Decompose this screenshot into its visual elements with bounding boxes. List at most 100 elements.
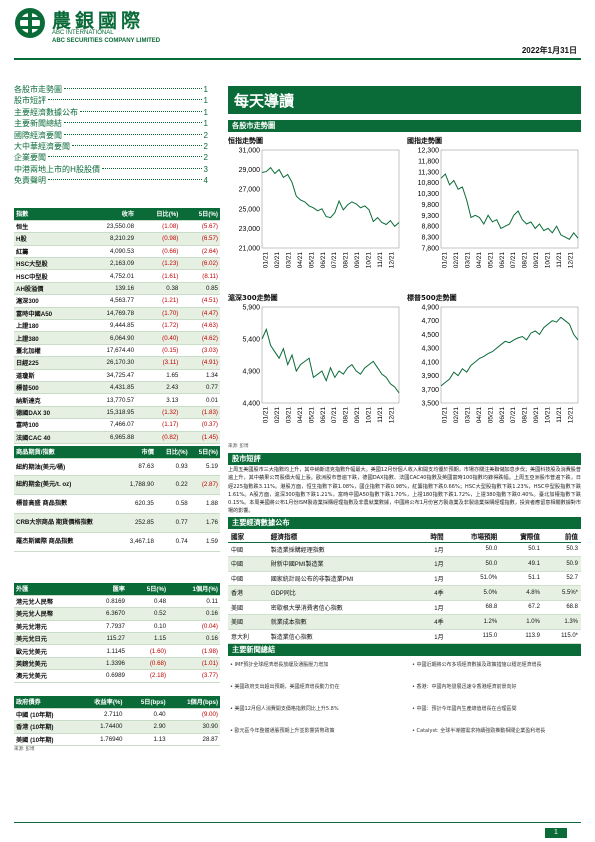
toc-item-label: 主要經濟數據公布 — [14, 107, 78, 117]
table-cell: (9.00) — [167, 708, 220, 722]
x-tick-label: 02/21 — [453, 407, 460, 424]
indices-table-wrap: 指數 收市 日比(%) 5日(%) 恒生 23,550.08 (1.08) (5.67) H股 8… — [14, 208, 220, 444]
x-tick-label: 05/21 — [308, 407, 315, 424]
news-item[interactable]: • IMF預計全球經濟增長放緩及通脹壓力增加 — [230, 662, 329, 668]
econ-cell: 1.3% — [542, 614, 581, 630]
news-section-header: 主要新聞總結 — [228, 644, 581, 656]
toc-leader — [64, 133, 202, 135]
table-cell: 美元兌日元 — [14, 632, 87, 646]
x-tick-label: 05/21 — [308, 252, 315, 269]
table-cell: 香港 (10年期) — [14, 720, 77, 734]
toc-item[interactable]: 股市短評 1 — [14, 95, 208, 106]
news-item[interactable]: • 香港：中國內地發展迅速令香港經濟前景向好 — [412, 684, 517, 690]
table-cell: 3.13 — [136, 393, 181, 407]
y-tick-label: 9,800 — [421, 202, 439, 209]
econ-row: 中國 製造業採購經理指數 1月 50.0 50.1 50.3 — [228, 542, 581, 557]
bonds-source: 來源: 彭博 — [14, 746, 35, 752]
table-header-cell: 5日(%) — [126, 583, 169, 596]
table-cell: (1.23) — [136, 257, 181, 271]
table-row: CRB大宗商品 期貨價格指數 252.85 0.77 1.76 — [14, 513, 220, 533]
table-cell: 4,431.85 — [82, 381, 137, 395]
table-cell: 0.16 — [168, 607, 220, 621]
x-tick-label: 11/21 — [377, 252, 384, 268]
table-cell: (3.03) — [180, 344, 220, 358]
table-cell: 0.58 — [155, 494, 190, 514]
econ-header-cell: 國家 — [228, 530, 268, 543]
news-item[interactable]: • 歐元區今年整體通脹預期上升並影響貨幣政策 — [230, 728, 335, 734]
y-tick-label: 4,100 — [421, 359, 439, 366]
toc-item[interactable]: 主要經濟數據公布 1 — [14, 107, 208, 118]
toc-item[interactable]: 免責聲明 4 — [14, 175, 208, 186]
econ-cell: 美國 — [228, 600, 268, 615]
x-tick-label: 12/21 — [388, 252, 395, 269]
news-item[interactable]: • 中國：預計今年國內生產總值增長在合理區間 — [412, 706, 517, 712]
econ-cell: 密歇根大學消費者信心指數 — [267, 600, 415, 615]
table-cell: 0.74 — [155, 532, 190, 552]
table-cell: 紐約期金(美元/t. oz) — [14, 475, 120, 495]
table-cell: 1.74400 — [76, 720, 125, 734]
fx-table-wrap: 外匯 匯率 5日(%) 1個月(%) 港元兌人民幣 0.8169 0.48 0.11 美元兌人民… — [14, 583, 220, 683]
table-row: 滬深300 4,563.77 (1.21) (4.51) — [14, 294, 220, 308]
x-tick-label: 08/21 — [343, 252, 350, 269]
table-cell: 28.87 — [167, 733, 220, 747]
toc-item[interactable]: 企業要聞 2 — [14, 152, 208, 163]
table-header-cell: 市價 — [119, 446, 156, 459]
y-tick-label: 10,300 — [418, 191, 440, 198]
toc-item[interactable]: 大中華經濟要聞 2 — [14, 141, 208, 152]
toc-item[interactable]: 中港兩地上市的H股股價 3 — [14, 164, 208, 175]
y-tick-label: 11,300 — [418, 169, 439, 176]
econ-header-cell: 時間 — [414, 530, 447, 543]
table-cell: 紐約期油(美元/桶) — [14, 458, 120, 476]
news-item[interactable]: • 中國近期將公布多項經濟數據及政策措施以穩定經濟增長 — [412, 662, 542, 668]
x-tick-label: 07/21 — [331, 252, 338, 269]
y-tick-label: 8,800 — [421, 224, 439, 231]
toc-item-page: 1 — [203, 119, 208, 129]
fx-table: 外匯 匯率 5日(%) 1個月(%) 港元兌人民幣 0.8169 0.48 0.11 美元兌人民… — [14, 583, 220, 683]
x-tick-label: 01/21 — [263, 252, 270, 269]
news-item[interactable]: • Catalyst: 全球半導體需求持續強勁推動相關企業盈利增長 — [412, 728, 546, 734]
table-header-cell: 商品期貨/指數 — [14, 446, 120, 459]
econ-cell: 115.0* — [542, 629, 581, 644]
table-cell: 0.6989 — [86, 669, 127, 683]
series-line — [261, 327, 400, 394]
charts-section-header: 各股市走勢圖 — [228, 120, 581, 132]
econ-cell: 中國 — [228, 542, 268, 557]
y-tick-label: 7,800 — [421, 246, 439, 253]
y-tick-label: 31,000 — [239, 148, 261, 155]
x-tick-label: 08/21 — [343, 407, 350, 424]
table-cell: 17,674.40 — [82, 344, 137, 358]
econ-cell: 香港 — [228, 585, 268, 601]
x-tick-label: 10/21 — [365, 407, 372, 424]
news-item[interactable]: • 美國政府支出超出預期，美國經濟增長動力仍在 — [230, 684, 340, 690]
table-cell: 2.43 — [136, 381, 181, 395]
table-cell: (1.17) — [136, 418, 181, 432]
table-cell: 日經225 — [14, 356, 83, 370]
y-tick-label: 4,700 — [421, 318, 439, 325]
x-tick-label: 07/21 — [510, 252, 517, 269]
table-cell: 富時100 — [14, 418, 83, 432]
y-tick-label: 3,500 — [421, 401, 439, 408]
table-cell: (1.98) — [168, 644, 220, 658]
x-tick-label: 03/21 — [465, 252, 472, 269]
econ-cell: 意大利 — [228, 629, 268, 644]
table-cell: 0.01 — [180, 393, 220, 407]
table-cell: 標普500 — [14, 381, 83, 395]
table-cell: HSC大型股 — [14, 257, 83, 271]
table-cell: (8.11) — [180, 269, 220, 283]
news-item[interactable]: • 美國12月個人消費開支價格指數同比上升5.8% — [230, 706, 339, 712]
toc-item[interactable]: 主要新聞總結 1 — [14, 118, 208, 129]
econ-cell: 50.0 — [446, 542, 501, 557]
econ-cell: 68.8 — [446, 600, 501, 615]
table-header-cell: 1個月(%) — [168, 583, 220, 596]
toc-leader — [64, 88, 202, 89]
table-cell: 620.35 — [119, 494, 156, 514]
x-tick-label: 05/21 — [487, 252, 494, 269]
table-cell: 13,770.57 — [82, 393, 137, 407]
toc-item-page: 3 — [203, 164, 208, 174]
x-tick-label: 11/21 — [556, 407, 563, 423]
econ-header-cell: 市場預期 — [446, 530, 501, 543]
table-cell: (6.57) — [180, 232, 220, 246]
toc-item[interactable]: 國際經濟要聞 2 — [14, 130, 208, 141]
toc-item[interactable]: 各股市走勢圖 1 — [14, 84, 208, 95]
x-tick-label: 06/21 — [499, 407, 506, 424]
